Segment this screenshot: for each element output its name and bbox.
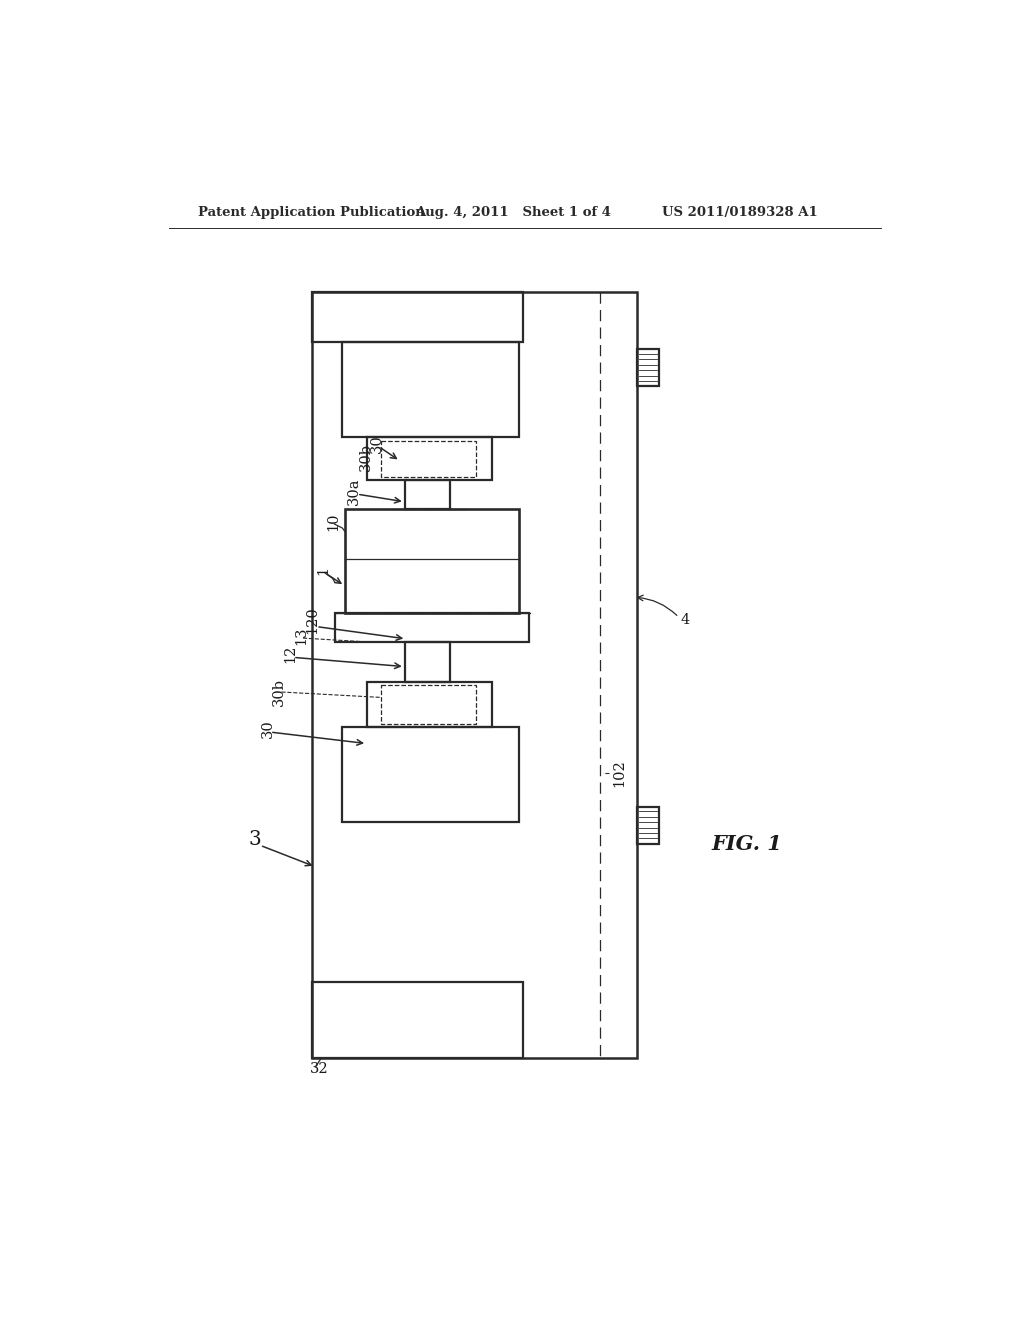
- Text: 102: 102: [611, 759, 626, 787]
- Bar: [367, 682, 493, 726]
- Text: US 2011/0189328 A1: US 2011/0189328 A1: [662, 206, 817, 219]
- Text: 30b: 30b: [359, 444, 373, 471]
- Bar: [367, 437, 493, 480]
- Bar: [342, 342, 519, 437]
- Text: 12: 12: [283, 644, 297, 663]
- Bar: [404, 642, 451, 682]
- Bar: [311, 292, 523, 342]
- Bar: [342, 726, 519, 822]
- Text: 30a: 30a: [347, 478, 360, 504]
- Bar: [381, 685, 475, 723]
- Text: Patent Application Publication: Patent Application Publication: [199, 206, 425, 219]
- Text: 32: 32: [310, 1063, 329, 1076]
- Text: 30: 30: [261, 719, 274, 738]
- Text: 4: 4: [680, 614, 689, 627]
- Text: 120: 120: [305, 606, 319, 635]
- Bar: [637, 350, 658, 387]
- Text: 30b: 30b: [272, 678, 286, 706]
- Bar: [311, 982, 523, 1057]
- Bar: [311, 292, 637, 1057]
- Text: 30: 30: [370, 434, 384, 453]
- Text: 13: 13: [295, 627, 308, 645]
- Bar: [335, 612, 529, 642]
- Text: FIG. 1: FIG. 1: [712, 834, 782, 854]
- Text: 10: 10: [326, 512, 340, 531]
- Bar: [404, 480, 451, 508]
- Text: 1: 1: [316, 566, 330, 576]
- Bar: [637, 807, 658, 843]
- Bar: [345, 508, 519, 612]
- Text: Aug. 4, 2011   Sheet 1 of 4: Aug. 4, 2011 Sheet 1 of 4: [416, 206, 611, 219]
- Bar: [381, 441, 475, 478]
- Text: 3: 3: [249, 830, 262, 849]
